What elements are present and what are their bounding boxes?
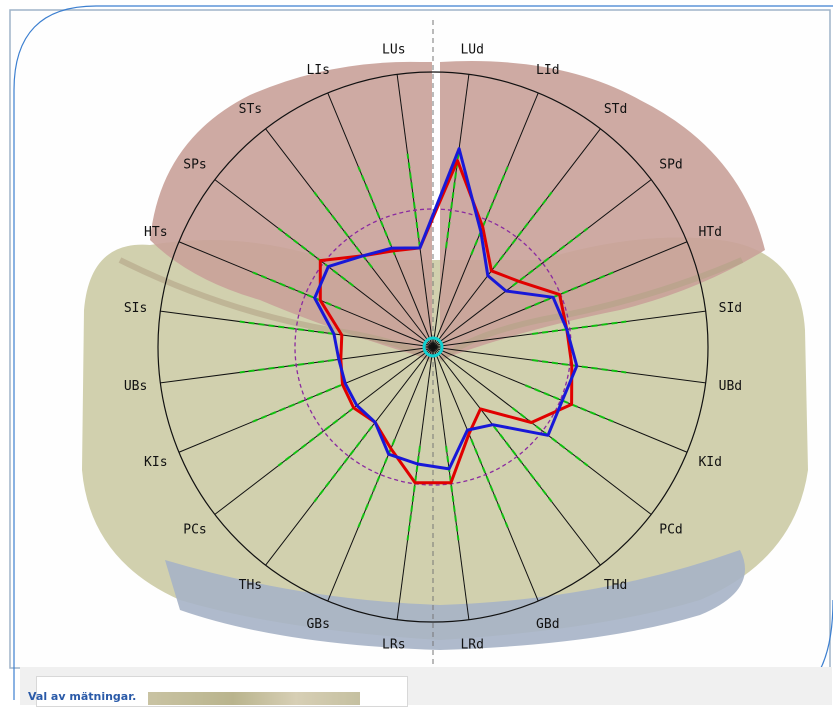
radar-spoke — [432, 179, 652, 348]
radar-axis-label: STd — [604, 102, 627, 117]
radar-green-marker — [239, 359, 334, 374]
measurement-selection-label: Val av mätningar. — [28, 690, 137, 703]
radar-axis-label: SId — [719, 301, 742, 316]
radar-green-marker — [252, 271, 341, 310]
radar-spoke — [432, 346, 706, 384]
radar-spoke — [265, 128, 434, 348]
radar-spoke — [265, 346, 434, 566]
radar-green-marker — [525, 271, 614, 310]
radar-outer-circle — [157, 71, 709, 623]
radar-axis-label: GBd — [536, 617, 559, 632]
radar-axis-label: LUs — [382, 43, 405, 58]
radar-spoke — [178, 241, 434, 348]
radar-green-marker — [525, 384, 614, 423]
radar-axis-label: LUd — [460, 43, 483, 58]
radar-axis-label: KId — [698, 455, 721, 470]
radar-axis-label: SPs — [183, 157, 206, 172]
radar-spoke — [327, 346, 434, 602]
radar-green-marker — [445, 446, 460, 541]
radar-axis-label: KIs — [144, 455, 167, 470]
radar-green-marker — [532, 359, 627, 374]
radar-axis-label: LRs — [382, 637, 405, 652]
radar-green-marker — [252, 384, 341, 423]
radar-axis-label: HTd — [698, 225, 721, 240]
radar-green-marker — [277, 227, 355, 287]
radar-axis-label: LId — [536, 63, 559, 78]
radar-green-marker — [239, 320, 334, 335]
brain-illustration — [82, 20, 808, 665]
radar-chart: LUd LId STd SPd HTd SId UBd KId PCd THd GBd LRd LRs G… — [124, 43, 742, 653]
radar-green-marker — [357, 166, 396, 255]
radar-series-blue — [313, 147, 579, 471]
radar-green-marker — [470, 166, 509, 255]
radar-axis-label: STs — [239, 102, 262, 117]
radar-green-marker — [470, 439, 509, 528]
radar-green-marker — [406, 446, 421, 541]
radar-spoke — [432, 128, 601, 348]
radar-green-marker — [511, 227, 589, 287]
radar-spoke — [432, 346, 652, 515]
radar-axis-label: UBd — [719, 379, 742, 394]
radar-green-marker — [277, 407, 355, 467]
frame-curve-top — [13, 5, 833, 700]
radar-green-marker — [493, 191, 553, 269]
radar-axis-label: UBs — [124, 379, 147, 394]
radar-axis-label: LRd — [460, 637, 483, 652]
radar-green-marker — [406, 153, 421, 248]
radar-axis-label: HTs — [144, 225, 167, 240]
radar-axis-label: GBs — [306, 617, 329, 632]
radar-spoke — [432, 346, 688, 453]
radar-axis-label: THd — [604, 578, 627, 593]
radar-axis-label: PCs — [183, 523, 206, 538]
radar-center-marker — [422, 336, 444, 358]
measurement-thumbnail[interactable] — [148, 692, 360, 705]
radar-series-red — [318, 159, 574, 485]
radar-green-marker — [313, 425, 373, 503]
radar-spoke — [432, 92, 539, 348]
radar-axis-label: THs — [239, 578, 262, 593]
radar-axis-label: SPd — [659, 157, 682, 172]
radar-green-marker — [493, 425, 553, 503]
radar-green-marker — [532, 320, 627, 335]
radar-green-marker — [511, 407, 589, 467]
radar-axis-label: SIs — [124, 301, 147, 316]
radar-green-marker — [445, 153, 460, 248]
radar-spoke — [214, 179, 434, 348]
radar-axis-label: PCd — [659, 523, 682, 538]
radar-axis-label: LIs — [306, 63, 329, 78]
